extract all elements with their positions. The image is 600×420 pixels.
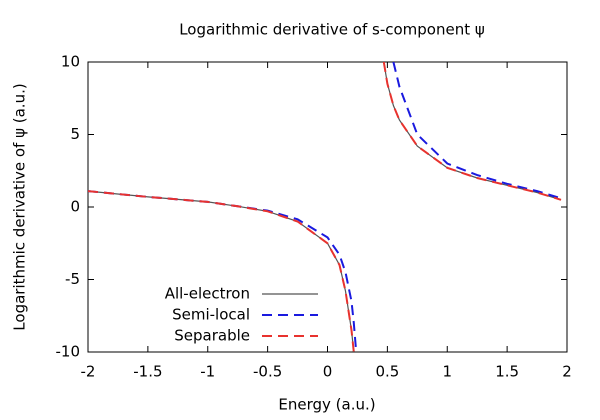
x-tick-label: 1.5 (495, 363, 519, 381)
y-tick-label: 10 (61, 53, 80, 71)
x-tick-label: -1.5 (133, 363, 162, 381)
x-tick-label: -1 (200, 363, 215, 381)
y-tick-label: 0 (70, 198, 80, 216)
chart-title: Logarithmic derivative of s-component ψ (179, 21, 485, 39)
y-tick-label: -10 (56, 343, 81, 361)
x-tick-label: 0 (323, 363, 333, 381)
y-axis-label: Logarithmic derivative of ψ (a.u.) (11, 83, 29, 330)
x-axis-label: Energy (a.u.) (278, 396, 375, 414)
series-line (88, 62, 562, 352)
legend-label: Separable (174, 327, 250, 345)
series-line (88, 62, 562, 352)
x-tick-label: 2 (562, 363, 572, 381)
x-tick-label: -2 (81, 363, 96, 381)
x-tick-label: 1 (442, 363, 452, 381)
series-line (88, 62, 562, 352)
x-tick-label: 0.5 (375, 363, 399, 381)
plot-frame (87, 61, 568, 353)
y-tick-label: 5 (70, 125, 80, 143)
legend-label: All-electron (165, 285, 250, 303)
y-tick-label: -5 (65, 270, 80, 288)
legend-label: Semi-local (172, 306, 250, 324)
x-tick-label: -0.5 (253, 363, 282, 381)
